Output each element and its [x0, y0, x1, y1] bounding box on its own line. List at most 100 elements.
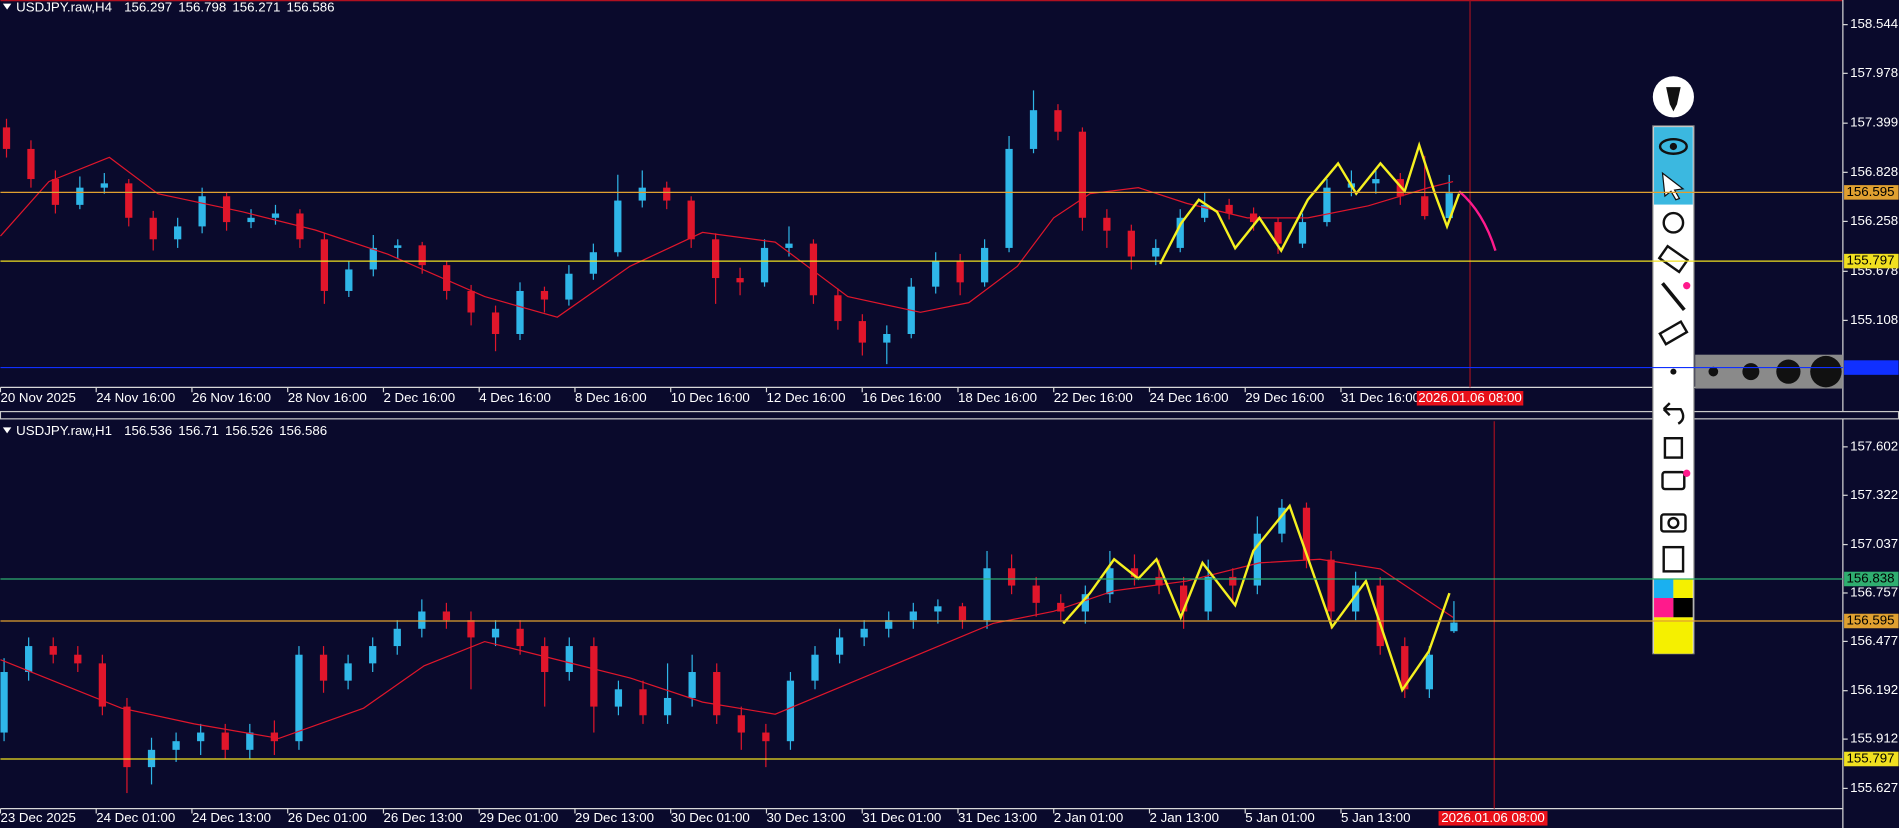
- candle-body: [1298, 222, 1307, 244]
- undo-tool[interactable]: [1662, 402, 1685, 425]
- ohlc-value: 156.526: [225, 422, 273, 437]
- y-tick-label: 156.757: [1850, 585, 1898, 600]
- candle-body: [614, 689, 623, 707]
- candle-body: [271, 213, 280, 218]
- pencil-tool[interactable]: [1662, 211, 1685, 234]
- candle-body: [418, 611, 426, 629]
- candle-body: [197, 732, 205, 742]
- candle-body: [394, 245, 402, 248]
- collapse-icon[interactable]: [2, 427, 12, 434]
- x-tick-label: 10 Dec 16:00: [671, 390, 750, 405]
- x-tick-label: 8 Dec 16:00: [575, 390, 647, 405]
- size-option[interactable]: [1776, 359, 1801, 384]
- candle-body: [443, 265, 451, 291]
- x-tick-label: 5 Jan 01:00: [1245, 810, 1315, 825]
- cursor-time-box: [1416, 391, 1524, 406]
- clipboard-tool[interactable]: [1662, 545, 1685, 573]
- chart-header: USDJPY.raw,H1 156.536 156.71 156.526 156.586: [16, 422, 327, 437]
- drawing-toolbar: [1652, 76, 1843, 655]
- candle-body: [1152, 247, 1160, 257]
- x-tick-label: 2 Dec 16:00: [383, 390, 455, 405]
- x-tick-label: 26 Dec 01:00: [288, 810, 367, 825]
- candle-body: [1201, 204, 1209, 218]
- candle-body: [1229, 576, 1237, 586]
- candle-body: [25, 646, 33, 673]
- candle-body: [49, 646, 57, 655]
- candle-body: [1155, 576, 1163, 586]
- candle-body: [835, 637, 844, 655]
- price-level-label: 155.797: [1847, 253, 1895, 268]
- candle-body: [1323, 187, 1331, 223]
- y-tick-label: 156.258: [1850, 213, 1898, 228]
- candle-body: [2, 127, 11, 149]
- size-option[interactable]: [1708, 366, 1719, 377]
- candle-body: [1302, 507, 1311, 560]
- candle-body: [1204, 576, 1212, 612]
- line-tool[interactable]: [1661, 282, 1686, 312]
- candle-body: [222, 196, 231, 223]
- candle-body: [1054, 110, 1062, 132]
- x-tick-label: 30 Dec 13:00: [766, 810, 845, 825]
- candle-body: [858, 321, 866, 343]
- candle-body: [980, 247, 989, 283]
- ohlc-value: 156.586: [287, 0, 335, 14]
- x-tick-label: 16 Dec 16:00: [862, 390, 941, 405]
- candle-body: [958, 606, 967, 621]
- x-tick-label: 12 Dec 16:00: [766, 390, 845, 405]
- current-color[interactable]: [1654, 617, 1693, 654]
- price-level-label: 156.595: [1847, 184, 1895, 199]
- x-tick-label: 23 Dec 2025: [0, 810, 75, 825]
- x-tick-label: 18 Dec 16:00: [958, 390, 1037, 405]
- camera-tool[interactable]: [1660, 513, 1687, 533]
- candle-body: [516, 628, 524, 647]
- color-swatch[interactable]: [1654, 598, 1674, 618]
- eraser-tool[interactable]: [1658, 319, 1689, 346]
- candle-body: [614, 200, 622, 253]
- candle-body: [983, 568, 991, 621]
- candle-body: [1127, 230, 1135, 257]
- x-tick-label: 24 Nov 16:00: [96, 390, 175, 405]
- candle-body: [932, 260, 940, 287]
- cursor-time-label: 2026.01.06 08:00: [1418, 390, 1522, 405]
- tool-dot: [1683, 469, 1691, 477]
- x-tick-label: 31 Dec 13:00: [958, 810, 1037, 825]
- candle-body: [295, 654, 303, 742]
- size-option[interactable]: [1742, 363, 1760, 381]
- size-tool[interactable]: [1670, 368, 1677, 375]
- candle-body: [246, 732, 254, 750]
- x-tick-label: 26 Dec 13:00: [383, 810, 462, 825]
- delete-tool[interactable]: [1663, 437, 1684, 459]
- candle-body: [1176, 217, 1184, 248]
- x-tick-label: 2 Jan 01:00: [1054, 810, 1124, 825]
- color-swatch[interactable]: [1673, 598, 1693, 618]
- candle-body: [762, 732, 770, 742]
- candle-body: [1372, 179, 1380, 184]
- y-tick-label: 157.602: [1850, 438, 1898, 453]
- candle-body: [786, 680, 795, 742]
- price-level-box: [1844, 571, 1899, 587]
- collapse-icon[interactable]: [2, 3, 12, 10]
- candle-body: [1253, 533, 1261, 586]
- candle-body: [320, 239, 329, 291]
- cursor-tool[interactable]: [1661, 171, 1685, 201]
- ohlc-value: 156.586: [279, 422, 327, 437]
- x-tick-label: 24 Dec 01:00: [96, 810, 175, 825]
- color-swatch[interactable]: [1654, 578, 1674, 598]
- size-option[interactable]: [1810, 355, 1842, 388]
- candle-body: [590, 646, 598, 707]
- marker-tool[interactable]: [1657, 244, 1690, 274]
- candle-body: [785, 243, 793, 248]
- screen-tool[interactable]: [1661, 470, 1686, 491]
- drawing-projection: [1458, 190, 1497, 251]
- color-swatch[interactable]: [1673, 578, 1693, 598]
- candle-body: [711, 239, 720, 279]
- eye-tool[interactable]: [1658, 137, 1688, 155]
- candle-body: [1327, 559, 1335, 612]
- candle-body: [1029, 110, 1038, 149]
- candle-body: [1106, 568, 1114, 595]
- candle-body: [565, 273, 573, 300]
- candle-body: [883, 333, 891, 343]
- candle-body: [491, 628, 500, 638]
- panel-separator: [0, 410, 1899, 420]
